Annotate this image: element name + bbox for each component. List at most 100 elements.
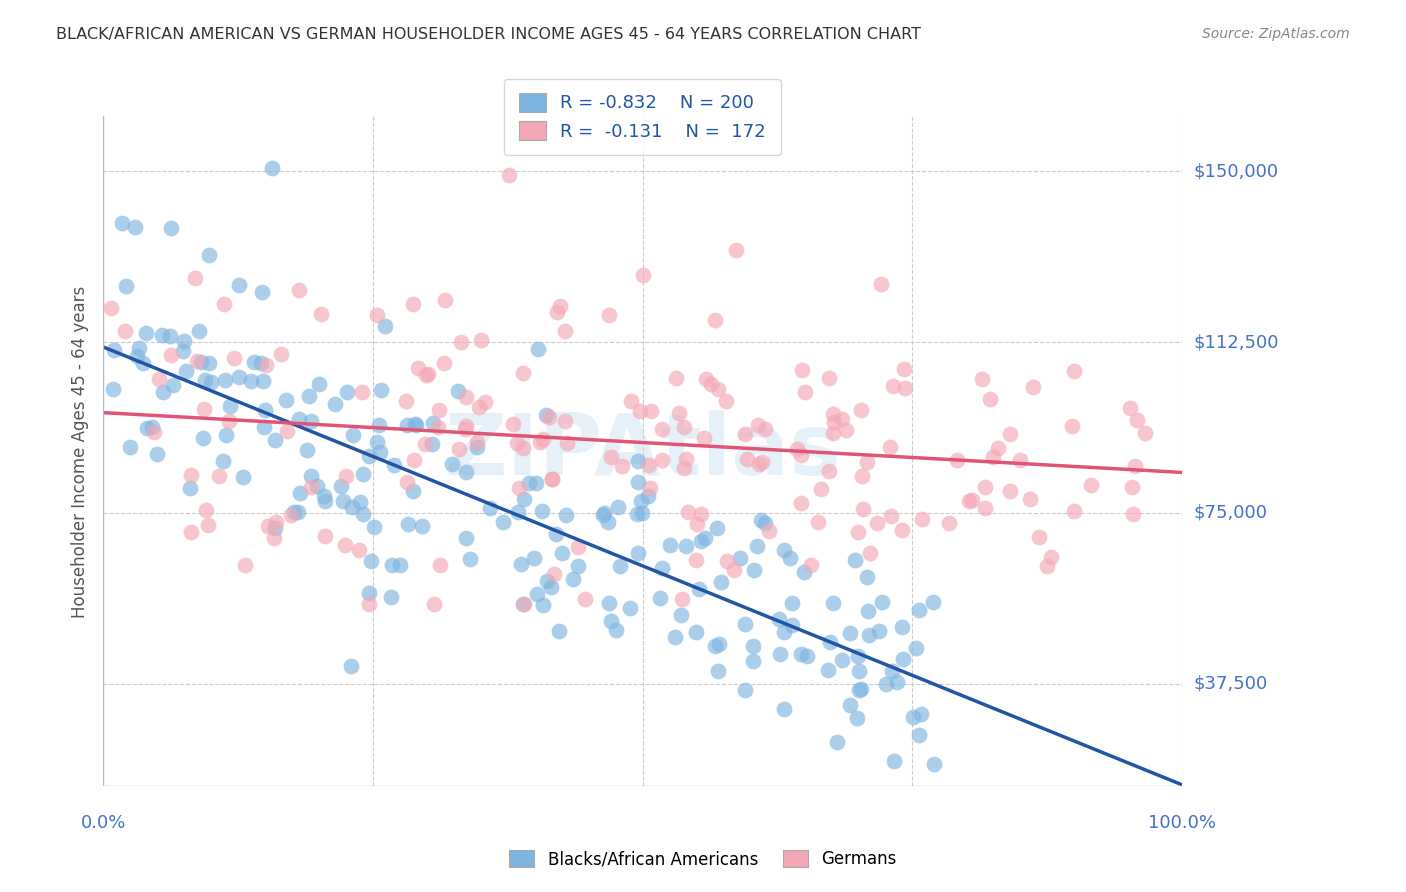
Point	[194, 502, 217, 516]
Point	[704, 640, 727, 654]
Point	[714, 394, 737, 409]
Point	[773, 624, 796, 639]
Point	[374, 318, 396, 333]
Point	[548, 624, 571, 638]
Point	[789, 496, 811, 510]
Point	[352, 507, 374, 521]
Point	[979, 392, 1001, 407]
Point	[450, 335, 472, 350]
Point	[249, 355, 271, 369]
Point	[598, 309, 620, 323]
Point	[891, 524, 914, 538]
Point	[879, 440, 901, 454]
Point	[630, 507, 652, 521]
Point	[513, 491, 536, 506]
Point	[299, 414, 322, 428]
Point	[921, 595, 943, 609]
Point	[214, 373, 236, 387]
Point	[218, 414, 240, 428]
Point	[851, 681, 873, 696]
Point	[627, 453, 650, 467]
Text: 0.0%: 0.0%	[80, 814, 125, 831]
Point	[212, 454, 235, 468]
Point	[793, 565, 815, 579]
Point	[333, 538, 356, 552]
Point	[420, 437, 443, 451]
Point	[396, 516, 419, 531]
Point	[555, 436, 578, 450]
Point	[433, 356, 456, 370]
Point	[342, 428, 364, 442]
Point	[454, 532, 477, 546]
Point	[659, 538, 682, 552]
Point	[689, 582, 711, 596]
Point	[651, 561, 673, 575]
Point	[180, 525, 202, 540]
Point	[330, 479, 353, 493]
Text: Source: ZipAtlas.com: Source: ZipAtlas.com	[1202, 27, 1350, 41]
Point	[671, 591, 693, 606]
Point	[332, 493, 354, 508]
Point	[651, 453, 673, 467]
Point	[700, 376, 723, 391]
Point	[1133, 425, 1156, 440]
Point	[531, 504, 554, 518]
Point	[131, 356, 153, 370]
Point	[263, 532, 285, 546]
Point	[631, 268, 654, 282]
Point	[526, 587, 548, 601]
Point	[422, 597, 444, 611]
Point	[454, 419, 477, 434]
Point	[846, 525, 869, 540]
Point	[612, 458, 634, 473]
Point	[262, 161, 284, 175]
Point	[150, 328, 173, 343]
Point	[894, 381, 917, 395]
Point	[772, 543, 794, 558]
Point	[800, 558, 823, 572]
Point	[742, 639, 765, 653]
Point	[111, 217, 134, 231]
Point	[146, 446, 169, 460]
Point	[141, 420, 163, 434]
Point	[359, 450, 381, 464]
Point	[228, 369, 250, 384]
Point	[707, 382, 730, 396]
Point	[534, 408, 557, 422]
Point	[468, 400, 491, 414]
Point	[357, 586, 380, 600]
Point	[640, 404, 662, 418]
Point	[742, 655, 765, 669]
Point	[422, 416, 444, 430]
Point	[454, 466, 477, 480]
Point	[567, 541, 589, 555]
Point	[179, 481, 201, 495]
Point	[668, 406, 690, 420]
Point	[194, 373, 217, 387]
Point	[250, 285, 273, 300]
Point	[672, 460, 695, 475]
Point	[295, 442, 318, 457]
Point	[128, 341, 150, 355]
Point	[846, 648, 869, 663]
Point	[446, 384, 468, 399]
Point	[366, 434, 388, 449]
Point	[780, 596, 803, 610]
Point	[910, 707, 932, 722]
Point	[298, 389, 321, 403]
Point	[253, 419, 276, 434]
Point	[449, 442, 471, 457]
Point	[395, 418, 418, 433]
Point	[675, 451, 697, 466]
Point	[856, 570, 879, 584]
Point	[172, 344, 194, 359]
Point	[600, 450, 623, 465]
Point	[972, 372, 994, 386]
Point	[127, 349, 149, 363]
Point	[339, 659, 361, 673]
Point	[665, 370, 688, 384]
Point	[314, 490, 336, 504]
Text: $112,500: $112,500	[1194, 333, 1278, 351]
Point	[664, 630, 686, 644]
Point	[609, 558, 631, 573]
